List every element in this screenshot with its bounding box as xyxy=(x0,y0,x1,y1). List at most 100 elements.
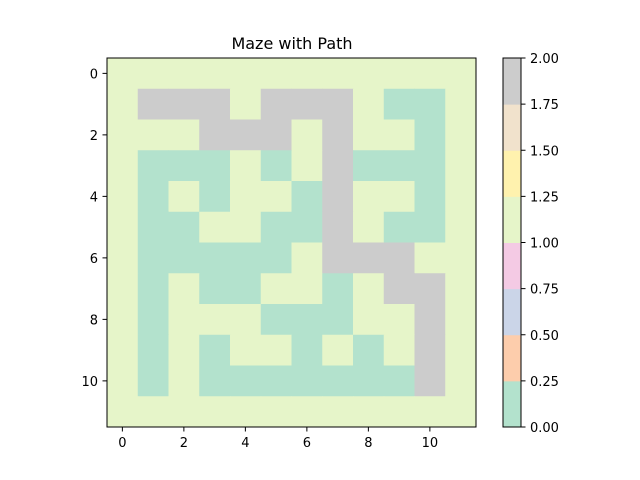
heatmap-cell xyxy=(353,211,385,243)
heatmap-cell xyxy=(199,58,231,90)
heatmap-cell xyxy=(137,88,169,120)
heatmap-cell xyxy=(230,88,262,120)
colorbar-axis: 0.00 0.25 0.50 0.75 1.00 1.25 1.50 1.75 2.00 xyxy=(521,52,559,436)
heatmap-cell xyxy=(353,334,385,366)
heatmap-cell xyxy=(322,119,354,151)
heatmap-cell xyxy=(291,304,323,336)
heatmap-cell xyxy=(322,181,354,213)
y-tick-label: 8 xyxy=(90,313,98,328)
heatmap-cell xyxy=(445,211,477,243)
heatmap-cell xyxy=(168,88,200,120)
heatmap-cell xyxy=(353,273,385,305)
x-tick-label: 6 xyxy=(303,436,311,451)
heatmap-cell xyxy=(137,242,169,274)
heatmap-cell xyxy=(445,181,477,213)
colorbar xyxy=(502,57,522,428)
heatmap-cell xyxy=(322,88,354,120)
heatmap-cell xyxy=(414,181,446,213)
heatmap-cell xyxy=(291,119,323,151)
heatmap-cell xyxy=(322,396,354,428)
heatmap-cell xyxy=(322,58,354,90)
heatmap-cell xyxy=(414,273,446,305)
heatmap-cell xyxy=(137,365,169,397)
heatmap-cell xyxy=(383,58,415,90)
heatmap-cell xyxy=(168,150,200,182)
heatmap-cell xyxy=(445,396,477,428)
heatmap-cell xyxy=(168,242,200,274)
heatmap-cell xyxy=(383,211,415,243)
heatmap-cell xyxy=(291,396,323,428)
heatmap-cell xyxy=(383,396,415,428)
heatmap-cell xyxy=(291,273,323,305)
heatmap-cell xyxy=(383,365,415,397)
heatmap-cell xyxy=(260,273,292,305)
heatmap-cell xyxy=(137,119,169,151)
heatmap-cell xyxy=(230,242,262,274)
heatmap-cell xyxy=(137,334,169,366)
heatmap-cell xyxy=(199,273,231,305)
heatmap-cell xyxy=(445,273,477,305)
heatmap-cell xyxy=(414,304,446,336)
heatmap-cell xyxy=(383,334,415,366)
heatmap-cell xyxy=(291,242,323,274)
heatmap-cell xyxy=(107,304,139,336)
heatmap-cell xyxy=(322,211,354,243)
colorbar-segment xyxy=(503,104,521,151)
heatmap-cell xyxy=(445,58,477,90)
heatmap-cell xyxy=(291,365,323,397)
colorbar-tick-label: 0.25 xyxy=(530,375,559,390)
x-tick-label: 0 xyxy=(118,436,126,451)
heatmap-cell xyxy=(107,242,139,274)
heatmap-cell xyxy=(383,150,415,182)
heatmap-cell xyxy=(353,119,385,151)
heatmap-cell xyxy=(353,304,385,336)
heatmap-cell xyxy=(230,150,262,182)
heatmap-cell xyxy=(260,58,292,90)
heatmap-cell xyxy=(137,150,169,182)
colorbar-tick-label: 0.50 xyxy=(530,329,559,344)
colorbar-segment xyxy=(503,196,521,243)
heatmap-cell xyxy=(322,273,354,305)
heatmap-cell xyxy=(322,242,354,274)
chart-title: Maze with Path xyxy=(231,34,352,53)
heatmap-cell xyxy=(383,273,415,305)
colorbar-tick-label: 0.00 xyxy=(530,421,559,436)
heatmap-cell xyxy=(383,181,415,213)
heatmap-cell xyxy=(291,88,323,120)
heatmap-cell xyxy=(199,365,231,397)
y-tick-label: 0 xyxy=(90,67,98,82)
heatmap-cell xyxy=(199,119,231,151)
heatmap-cell xyxy=(260,304,292,336)
heatmap-cell xyxy=(107,273,139,305)
heatmap-cell xyxy=(445,304,477,336)
colorbar-segment xyxy=(503,242,521,290)
colorbar-tick-label: 1.25 xyxy=(530,190,559,205)
heatmap-cell xyxy=(414,365,446,397)
heatmap-cell xyxy=(291,211,323,243)
x-tick-label: 4 xyxy=(241,436,249,451)
heatmap-cell xyxy=(230,119,262,151)
heatmap-cell xyxy=(353,181,385,213)
colorbar-tick-label: 2.00 xyxy=(530,52,559,67)
heatmap-cell xyxy=(230,396,262,428)
heatmap-cell xyxy=(260,150,292,182)
heatmap-cell xyxy=(260,211,292,243)
heatmap-cell xyxy=(445,242,477,274)
y-axis: 0 2 4 6 8 10 xyxy=(81,67,107,390)
heatmap-cell xyxy=(199,150,231,182)
heatmap-cell xyxy=(260,242,292,274)
heatmap-cell xyxy=(107,334,139,366)
colorbar-segment xyxy=(503,380,521,428)
heatmap-cell xyxy=(107,181,139,213)
heatmap-cell xyxy=(137,396,169,428)
heatmap-cell xyxy=(353,58,385,90)
heatmap-cell xyxy=(322,150,354,182)
heatmap-cell xyxy=(445,119,477,151)
heatmap-cell xyxy=(199,396,231,428)
heatmap-cell xyxy=(168,181,200,213)
heatmap-cell xyxy=(291,150,323,182)
colorbar-segment xyxy=(503,288,521,336)
heatmap-cell xyxy=(260,334,292,366)
heatmap-cell xyxy=(137,181,169,213)
